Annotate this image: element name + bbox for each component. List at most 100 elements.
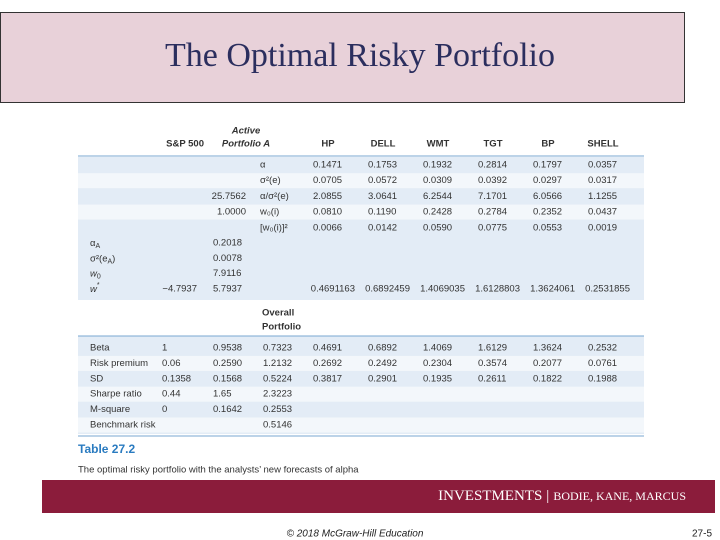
cell: 25.7562 [212, 191, 246, 202]
row-label: σ²(eA) [90, 253, 115, 266]
cell: M-square [90, 404, 130, 415]
cell: 0.2018 [213, 238, 242, 249]
cell: 0.1935 [423, 373, 452, 384]
cell: 1.6129 [478, 343, 507, 354]
cell: WMT [427, 139, 450, 150]
cell: Portfolio A [222, 139, 270, 150]
cell: −4.7937 [162, 283, 197, 294]
cell: 0.2553 [263, 404, 292, 415]
cell: 1.4069 [423, 343, 452, 354]
cell: 0.1471 [313, 160, 342, 171]
cell: 0.1822 [533, 373, 562, 384]
row-label: w* [90, 282, 100, 294]
cell: 1 [162, 343, 167, 354]
row-stripe [78, 386, 644, 402]
label-part: σ²(e [90, 253, 107, 264]
cell: 0.2692 [313, 358, 342, 369]
label-part: A [107, 259, 112, 266]
brand: INVESTMENTS [438, 488, 542, 504]
label-part: * [97, 282, 100, 289]
caption: The optimal risky portfolio with the ana… [78, 465, 359, 476]
label-part: 0 [97, 274, 101, 281]
cell: 0.0309 [423, 175, 452, 186]
cell: 0.6892 [368, 343, 397, 354]
cell: SHELL [587, 139, 618, 150]
cell: 0.2590 [213, 358, 242, 369]
row-stripe [78, 355, 644, 371]
cell: 0.1568 [213, 373, 242, 384]
cell: 5.7937 [213, 283, 242, 294]
row-stripe [78, 173, 644, 189]
cell: α/σ²(e) [260, 191, 289, 202]
authors: BODIE, KANE, MARCUS [553, 489, 686, 503]
cell: 1.65 [213, 389, 232, 400]
label-part: ) [112, 253, 115, 264]
cell: 0.2077 [533, 358, 562, 369]
cell: [w₀(i)]² [260, 222, 288, 233]
cell: 0.0761 [588, 358, 617, 369]
cell: 0.0553 [533, 222, 562, 233]
cell: 7.9116 [213, 268, 241, 279]
cell: 0.0019 [588, 222, 617, 233]
cell: 1.3624061 [530, 283, 575, 294]
cell: 0.0572 [368, 175, 397, 186]
cell: 0.2304 [423, 358, 452, 369]
cell: 0.06 [162, 358, 181, 369]
cell: 0.2428 [423, 207, 452, 218]
row-stripe [78, 417, 644, 433]
cell: 2.0855 [313, 191, 342, 202]
cell: 0.5224 [263, 373, 292, 384]
cell: DELL [371, 139, 396, 150]
cell: 1.0000 [217, 207, 246, 218]
row-stripe [78, 204, 644, 220]
label-part: w [90, 283, 98, 294]
banner-text: INVESTMENTS | BODIE, KANE, MARCUS [438, 488, 686, 505]
cell: 0.2784 [478, 207, 507, 218]
cell: BP [541, 139, 555, 150]
cell: 0.7323 [263, 343, 292, 354]
cell: 0.0317 [588, 175, 617, 186]
cell: 0.2611 [478, 373, 506, 384]
cell: 0.2531855 [585, 283, 630, 294]
cell: 0.44 [162, 389, 181, 400]
label-part: w [90, 268, 98, 279]
row-label: αA [90, 238, 101, 251]
cell: 0.4691 [313, 343, 342, 354]
header-band [78, 300, 644, 336]
cell: 0.5146 [263, 420, 292, 431]
cell: 0.1358 [162, 373, 191, 384]
cell: 0.0810 [313, 207, 342, 218]
cell: Active [231, 126, 261, 137]
cell: 0.1932 [423, 160, 452, 171]
cell: 0.1190 [368, 207, 396, 218]
cell: 0.3817 [313, 373, 342, 384]
cell: 7.1701 [478, 191, 507, 202]
page-number: 27-5 [692, 529, 712, 540]
cell: 0.2814 [478, 160, 507, 171]
cell: 6.2544 [423, 191, 452, 202]
cell: 0.9538 [213, 343, 242, 354]
cell: 0.0142 [368, 222, 397, 233]
separator: | [546, 488, 549, 504]
cell: TGT [484, 139, 503, 150]
cell: S&P 500 [166, 139, 204, 150]
cell: 0.0392 [478, 175, 507, 186]
cell: 0.0297 [533, 175, 562, 186]
cell: w₀(i) [259, 207, 279, 218]
cell: 1.6128803 [475, 283, 520, 294]
cell: 0.6892459 [365, 283, 410, 294]
cell: 0.0357 [588, 160, 617, 171]
cell: SD [90, 373, 103, 384]
label-part: α [90, 238, 96, 249]
cell: 1.3624 [533, 343, 562, 354]
cell: 1.4069035 [420, 283, 465, 294]
cell: 0.0590 [423, 222, 452, 233]
cell: 0.2532 [588, 343, 617, 354]
cell: HP [321, 139, 335, 150]
cell: 0.1988 [588, 373, 617, 384]
cell: 0 [162, 404, 167, 415]
cell: 0.2492 [368, 358, 397, 369]
cell: Sharpe ratio [90, 389, 142, 400]
cell: 0.0437 [588, 207, 617, 218]
